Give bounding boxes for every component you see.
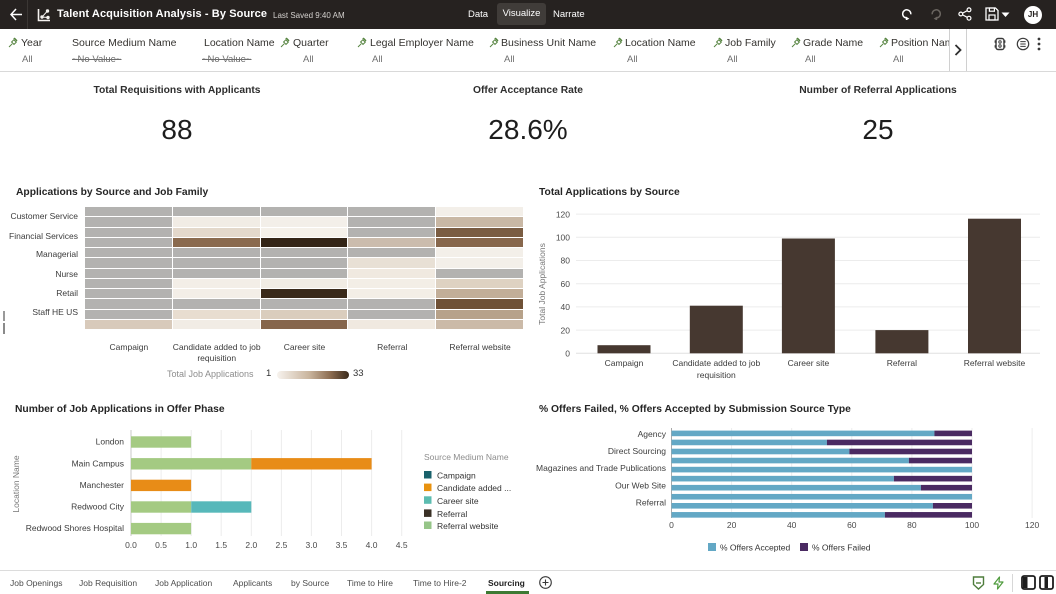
svg-text:Manchester: Manchester [80, 480, 125, 490]
svg-text:Referral website: Referral website [437, 521, 499, 531]
svg-text:Referral: Referral [636, 497, 666, 507]
svg-text:Agency: Agency [638, 429, 667, 439]
svg-text:London: London [96, 437, 125, 447]
svg-text:2.0: 2.0 [245, 540, 257, 550]
svg-text:20: 20 [727, 520, 737, 530]
svg-text:Magazines and Trade Publicatio: Magazines and Trade Publications [536, 463, 666, 473]
svg-text:20: 20 [561, 325, 571, 335]
svg-text:3.5: 3.5 [336, 540, 348, 550]
svg-text:40: 40 [787, 520, 797, 530]
svg-text:Total Job Applications: Total Job Applications [537, 243, 547, 325]
svg-text:Career site: Career site [788, 358, 830, 368]
svg-text:Redwood City: Redwood City [71, 502, 125, 512]
svg-text:4.5: 4.5 [396, 540, 408, 550]
svg-text:120: 120 [1025, 520, 1039, 530]
svg-text:1.5: 1.5 [215, 540, 227, 550]
svg-text:Source Medium Name: Source Medium Name [424, 452, 509, 462]
svg-text:0.0: 0.0 [125, 540, 137, 550]
svg-text:Career site: Career site [437, 496, 479, 506]
svg-text:1.0: 1.0 [185, 540, 197, 550]
svg-text:2.5: 2.5 [275, 540, 287, 550]
svg-text:4.0: 4.0 [366, 540, 378, 550]
svg-text:Campaign: Campaign [605, 358, 644, 368]
svg-text:Redwood Shores Hospital: Redwood Shores Hospital [26, 523, 124, 533]
svg-text:Candidate added to job: Candidate added to job [672, 358, 760, 368]
svg-text:Referral: Referral [887, 358, 917, 368]
svg-text:100: 100 [965, 520, 979, 530]
svg-text:Campaign: Campaign [437, 471, 476, 481]
svg-text:3.0: 3.0 [305, 540, 317, 550]
svg-text:Our Web Site: Our Web Site [615, 480, 666, 490]
svg-text:Referral: Referral [437, 509, 467, 519]
svg-text:60: 60 [847, 520, 857, 530]
svg-text:60: 60 [561, 279, 571, 289]
svg-text:Candidate added ...: Candidate added ... [437, 483, 511, 493]
svg-text:Location Name: Location Name [11, 455, 21, 512]
svg-text:0: 0 [669, 520, 674, 530]
svg-text:100: 100 [556, 233, 570, 243]
svg-text:% Offers Failed: % Offers Failed [812, 543, 871, 553]
svg-text:Main Campus: Main Campus [72, 458, 124, 468]
svg-text:40: 40 [561, 302, 571, 312]
svg-text:% Offers Accepted: % Offers Accepted [720, 543, 791, 553]
svg-text:80: 80 [907, 520, 917, 530]
svg-text:0: 0 [565, 349, 570, 359]
svg-text:Direct Sourcing: Direct Sourcing [608, 446, 666, 456]
svg-text:Referral website: Referral website [964, 358, 1026, 368]
svg-text:120: 120 [556, 209, 570, 219]
svg-text:80: 80 [561, 256, 571, 266]
svg-text:0.5: 0.5 [155, 540, 167, 550]
svg-text:requisition: requisition [697, 370, 736, 380]
